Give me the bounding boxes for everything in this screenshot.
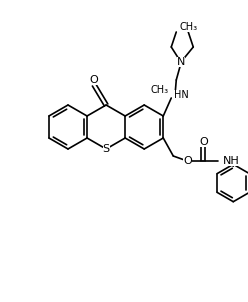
Text: HN: HN: [174, 90, 189, 100]
Text: O: O: [90, 75, 98, 85]
Text: CH₃: CH₃: [150, 85, 168, 95]
Text: O: O: [199, 137, 208, 147]
Text: H₃C: H₃C: [178, 22, 196, 32]
Text: N: N: [177, 57, 186, 67]
Text: S: S: [102, 144, 110, 154]
Text: NH: NH: [223, 156, 240, 166]
Text: CH₃: CH₃: [179, 22, 197, 32]
Text: O: O: [183, 156, 192, 166]
